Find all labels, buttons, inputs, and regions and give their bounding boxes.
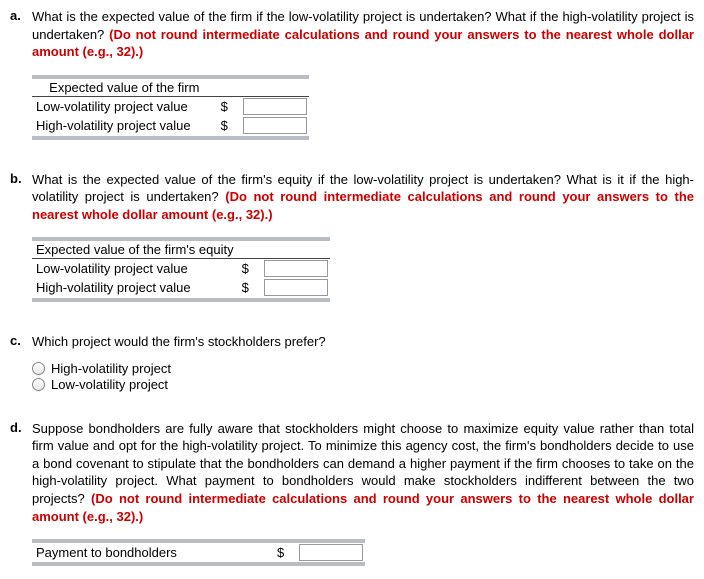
question-a: a. What is the expected value of the fir… xyxy=(10,8,694,143)
question-b: b. What is the expected value of the fir… xyxy=(10,171,694,306)
table-b-row2-label: High-volatility project value xyxy=(32,278,242,300)
radio-icon xyxy=(32,362,45,375)
option-high-volatility[interactable]: High-volatility project xyxy=(32,361,694,376)
table-b-row1-label: Low-volatility project value xyxy=(32,259,242,279)
question-c: c. Which project would the firm's stockh… xyxy=(10,333,694,392)
table-b-title: Expected value of the firm's equity xyxy=(32,239,264,259)
currency-symbol: $ xyxy=(221,116,243,138)
table-d: Payment to bondholders $ xyxy=(32,539,365,566)
table-a: Expected value of the firm Low-volatilit… xyxy=(32,75,309,140)
question-d-body: Suppose bondholders are fully aware that… xyxy=(32,420,694,525)
table-a-row1-label: Low-volatility project value xyxy=(32,96,221,116)
option-low-volatility[interactable]: Low-volatility project xyxy=(32,377,694,392)
radio-icon xyxy=(32,378,45,391)
question-d: d. Suppose bondholders are fully aware t… xyxy=(10,420,694,569)
table-b-header-spacer xyxy=(264,239,330,259)
question-a-letter: a. xyxy=(10,8,32,23)
currency-symbol: $ xyxy=(242,278,264,300)
question-b-letter: b. xyxy=(10,171,32,186)
question-a-hint: (Do not round intermediate calculations … xyxy=(32,27,694,60)
question-c-prompt: Which project would the firm's stockhold… xyxy=(32,333,694,351)
options-c: High-volatility project Low-volatility p… xyxy=(32,361,694,392)
question-c-letter: c. xyxy=(10,333,32,348)
table-a-row2-label: High-volatility project value xyxy=(32,116,221,138)
option-high-volatility-label: High-volatility project xyxy=(51,361,171,376)
input-a-low-volatility[interactable] xyxy=(243,98,307,115)
table-a-title: Expected value of the firm xyxy=(32,77,243,97)
question-a-body: What is the expected value of the firm i… xyxy=(32,8,694,61)
input-d-payment[interactable] xyxy=(299,544,363,561)
option-low-volatility-label: Low-volatility project xyxy=(51,377,168,392)
table-b: Expected value of the firm's equity Low-… xyxy=(32,237,330,302)
table-a-header-spacer xyxy=(243,77,309,97)
question-d-hint: (Do not round intermediate calculations … xyxy=(32,491,694,524)
question-d-letter: d. xyxy=(10,420,32,435)
input-a-high-volatility[interactable] xyxy=(243,117,307,134)
currency-symbol: $ xyxy=(221,96,243,116)
currency-symbol: $ xyxy=(242,259,264,279)
input-b-low-volatility[interactable] xyxy=(264,260,328,277)
input-b-high-volatility[interactable] xyxy=(264,279,328,296)
question-b-body: What is the expected value of the firm's… xyxy=(32,171,694,224)
